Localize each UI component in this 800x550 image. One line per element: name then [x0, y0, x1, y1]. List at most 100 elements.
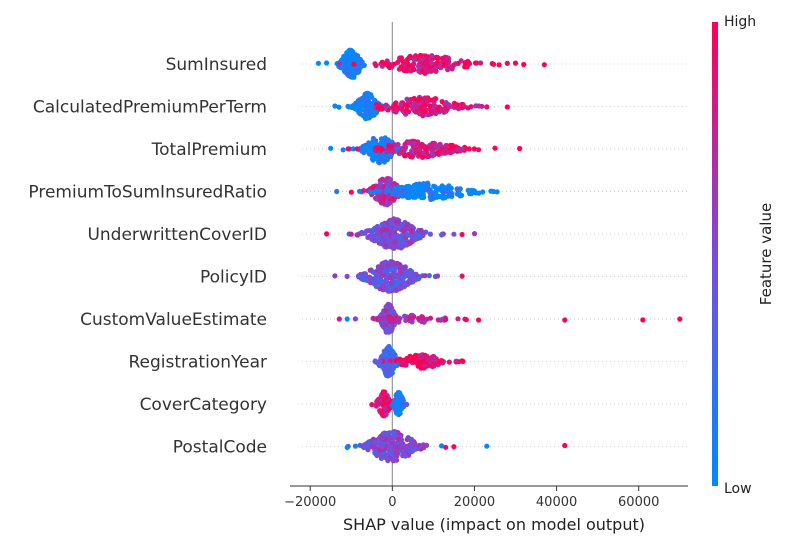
shap-point — [400, 193, 406, 199]
shap-point — [418, 352, 424, 358]
x-axis-label: SHAP value (impact on model output) — [343, 515, 645, 534]
shap-point — [386, 343, 392, 350]
shap-point — [355, 67, 362, 73]
shap-point — [429, 53, 435, 59]
shap-point — [370, 444, 376, 450]
shap-point — [370, 111, 376, 117]
shap-point — [334, 188, 340, 195]
shap-point — [428, 111, 434, 117]
shap-point — [431, 183, 437, 189]
shap-point — [504, 60, 510, 66]
shap-point — [408, 447, 414, 453]
shap-point — [377, 358, 383, 364]
colorbar-title: Feature value — [757, 203, 775, 305]
shap-point — [400, 441, 406, 447]
shap-point — [455, 186, 461, 192]
shap-point — [415, 97, 421, 103]
shap-point — [394, 219, 400, 225]
shap-point — [344, 444, 350, 450]
shap-point — [369, 151, 375, 157]
shap-point — [348, 231, 354, 237]
shap-point — [357, 97, 363, 103]
shap-point — [336, 61, 342, 67]
shap-point — [406, 62, 412, 68]
shap-point — [411, 140, 417, 146]
shap-point — [395, 189, 402, 196]
shap-point — [373, 62, 379, 69]
shap-point — [401, 274, 407, 281]
shap-point — [416, 443, 422, 449]
shap-point — [361, 188, 367, 194]
shap-point — [416, 68, 422, 74]
shap-point — [388, 144, 394, 150]
shap-point — [336, 316, 342, 322]
shap-point — [374, 156, 380, 162]
shap-point — [353, 52, 359, 58]
shap-point — [435, 106, 441, 113]
shap-point — [374, 401, 380, 407]
shap-point — [420, 314, 426, 320]
shap-point — [388, 225, 394, 231]
shap-point — [407, 240, 413, 246]
shap-point — [394, 287, 400, 293]
shap-point — [434, 186, 440, 192]
shap-point — [415, 63, 422, 69]
shap-point — [640, 317, 646, 323]
shap-point — [340, 147, 346, 153]
shap-point — [404, 436, 410, 443]
shap-point — [413, 149, 419, 155]
shap-point — [402, 153, 408, 159]
shap-point — [315, 60, 321, 66]
shap-point — [480, 189, 486, 195]
shap-point — [434, 150, 440, 156]
shap-point — [541, 62, 547, 68]
shap-point — [413, 186, 419, 192]
shap-point — [379, 146, 385, 152]
shap-point — [441, 148, 447, 154]
colorbar-high-label: High — [724, 14, 756, 30]
shap-point — [400, 400, 406, 407]
shap-point — [381, 400, 387, 407]
shap-point — [352, 106, 358, 112]
shap-point — [434, 273, 441, 279]
shap-point — [427, 358, 433, 364]
shap-point — [466, 146, 472, 152]
shap-point — [388, 318, 394, 324]
shap-point — [343, 69, 349, 75]
shap-point — [397, 392, 403, 398]
shap-point — [373, 188, 380, 194]
shap-point — [403, 108, 409, 114]
shap-point — [377, 180, 384, 186]
shap-point — [471, 146, 477, 152]
shap-point — [355, 58, 361, 64]
shap-point — [359, 101, 365, 107]
shap-point — [445, 67, 451, 73]
colorbar-gradient — [712, 22, 718, 486]
shap-point — [427, 103, 433, 109]
shap-point — [350, 68, 356, 74]
shap-point — [504, 104, 510, 110]
shap-point — [380, 322, 386, 328]
shap-point — [363, 98, 369, 104]
shap-point — [378, 264, 384, 271]
shap-point — [360, 148, 366, 154]
shap-point — [455, 316, 461, 322]
shap-point — [484, 104, 490, 110]
shap-point — [426, 153, 432, 159]
shap-point — [390, 350, 396, 356]
shap-point — [385, 283, 391, 289]
shap-point — [324, 231, 330, 237]
shap-point — [427, 315, 434, 321]
shap-point — [369, 235, 375, 241]
shap-point — [441, 62, 447, 68]
shap-point — [403, 317, 409, 323]
shap-point — [420, 442, 426, 448]
shap-point — [451, 100, 457, 106]
shap-point — [390, 105, 396, 111]
shap-point — [383, 395, 389, 401]
shap-point — [348, 104, 354, 110]
shap-point — [459, 273, 465, 279]
shap-point — [397, 265, 404, 271]
shap-point — [476, 317, 482, 323]
